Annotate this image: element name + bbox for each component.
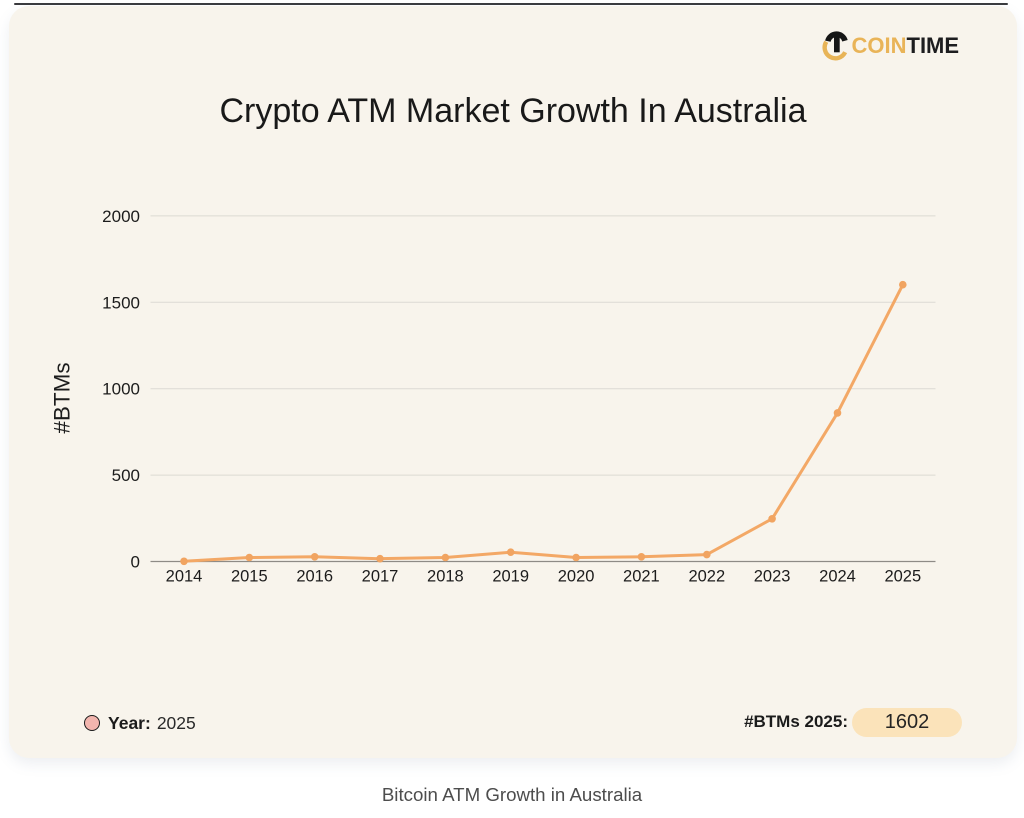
svg-text:1500: 1500 xyxy=(102,293,140,312)
svg-text:1000: 1000 xyxy=(102,380,140,399)
svg-text:500: 500 xyxy=(112,466,140,485)
svg-text:2025: 2025 xyxy=(884,567,921,585)
svg-text:2020: 2020 xyxy=(558,567,595,585)
svg-text:2017: 2017 xyxy=(362,567,399,585)
svg-text:0: 0 xyxy=(131,553,140,572)
svg-text:2021: 2021 xyxy=(623,567,660,585)
svg-text:2024: 2024 xyxy=(819,567,856,585)
svg-text:2023: 2023 xyxy=(754,567,791,585)
svg-text:2022: 2022 xyxy=(688,567,725,585)
svg-text:2019: 2019 xyxy=(492,567,529,585)
svg-text:2014: 2014 xyxy=(166,567,203,585)
svg-text:2018: 2018 xyxy=(427,567,464,585)
svg-text:2016: 2016 xyxy=(296,567,333,585)
svg-text:2015: 2015 xyxy=(231,567,268,585)
svg-text:2000: 2000 xyxy=(102,207,140,226)
svg-text:#BTMs: #BTMs xyxy=(50,362,75,433)
